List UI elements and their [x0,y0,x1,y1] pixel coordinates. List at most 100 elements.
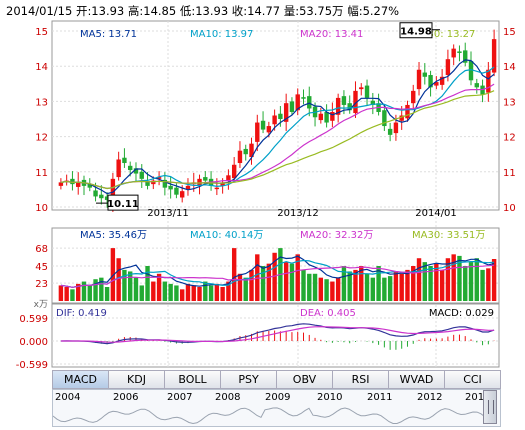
candle-body [260,120,266,130]
candle-body [457,51,462,53]
volume-bar [139,285,144,301]
candle-body [197,178,202,186]
volume-bar [347,271,352,301]
tab-cci[interactable]: CCI [463,373,482,386]
candle-body [231,164,237,179]
candle-body [399,115,404,121]
candle-body [416,69,422,90]
macd-panel-frame [51,303,500,368]
macd-legend-dif: DIF: 0.419 [56,308,107,319]
navigator-line [53,407,498,425]
volume-bar [439,269,445,301]
candle-body [289,101,295,112]
price-tick-right: 12 [503,133,516,144]
macd-dea-line [60,326,495,343]
tab-macd[interactable]: MACD [53,371,109,388]
navigator-year-label: 2012 [417,392,443,403]
candle-body [474,83,479,88]
candle-body [237,150,243,164]
tab-obv[interactable]: OBV [277,371,333,388]
candle-body [422,72,427,77]
candle-body [110,178,116,203]
volume-bar [359,266,364,301]
volume-bar [486,268,491,301]
candle-body [185,185,191,190]
candles [58,29,497,212]
tab-boll[interactable]: BOLL [165,371,221,388]
candle-body [468,60,474,81]
volume-bar [457,255,462,301]
candle-body [128,165,133,171]
candle-body [139,171,144,179]
volume-bar [191,285,196,301]
volume-legend-ma30: MA30: 33.51万 [412,230,485,241]
volume-bar [128,271,133,301]
tab-rsi[interactable]: RSI [333,371,389,388]
candle-body [174,187,179,195]
volume-bar [203,281,208,301]
volume-bar [370,277,376,301]
price-tick-right: 13 [503,97,516,108]
candle-body [330,111,335,121]
candle-body [353,90,358,114]
candle-body [434,82,439,86]
candle-body [179,191,185,198]
candle-body [411,90,416,104]
candle-body [370,100,376,105]
candle-body [335,97,341,115]
macd-legend-macd: MACD: 0.029 [429,308,494,319]
volume-unit: x万 [34,300,48,310]
candle-body [116,159,121,178]
candle-body [266,126,272,133]
volume-bar [468,262,474,301]
candle-body [451,48,456,58]
volume-ma5-line [60,255,495,288]
tab-wvad[interactable]: WVAD [389,371,445,388]
volume-bar [116,258,121,301]
volume-bar [237,273,243,301]
high-marker-label: 14.98 [400,27,432,38]
tab-kdj[interactable]: KDJ [109,371,165,388]
volume-bar [451,254,456,301]
price-ma30-line [60,90,495,190]
timeline-navigator[interactable]: 2004 2006 2007 2008 2009 2010 2011 2012 2013 [52,389,501,427]
price-legend-ma5: MA5: 13.71 [80,29,137,40]
volume-bar [185,283,191,301]
x-axis-label: 2014/01 [415,208,457,219]
candle-body [87,184,92,188]
volume-bar [174,285,179,301]
volume-bar [249,269,254,301]
volume-bar [168,283,173,301]
candle-body [203,177,208,181]
volume-bar [156,273,162,301]
volume-bar [289,263,295,301]
volume-bar [422,262,427,301]
volume-bar [145,266,150,301]
candle-body [76,181,81,187]
volume-tick: 45 [35,262,48,273]
volume-bar [416,258,422,301]
low-marker-label: 10.11 [107,199,139,210]
volume-bar [133,277,139,301]
volume-legend-ma10: MA10: 40.14万 [190,230,263,241]
volume-bar [324,279,329,301]
volume-bar [353,269,358,301]
candle-body [307,96,312,109]
volume-bar [110,248,116,301]
volume-bar [162,281,168,301]
volume-bar [491,259,497,301]
volume-bar [179,289,185,301]
candle-body [445,59,451,76]
candle-body [272,115,277,125]
volume-bar [272,252,277,301]
price-tick-left: 10 [35,203,48,214]
candle-body [428,75,433,88]
volume-bar [393,271,399,301]
price-tick-left: 12 [35,133,48,144]
volume-bar [99,277,104,301]
macd-tick: 0.599 [19,314,48,325]
candle-body [226,175,231,181]
navigator-left-handle[interactable] [483,390,497,424]
tab-psy[interactable]: PSY [221,371,277,388]
